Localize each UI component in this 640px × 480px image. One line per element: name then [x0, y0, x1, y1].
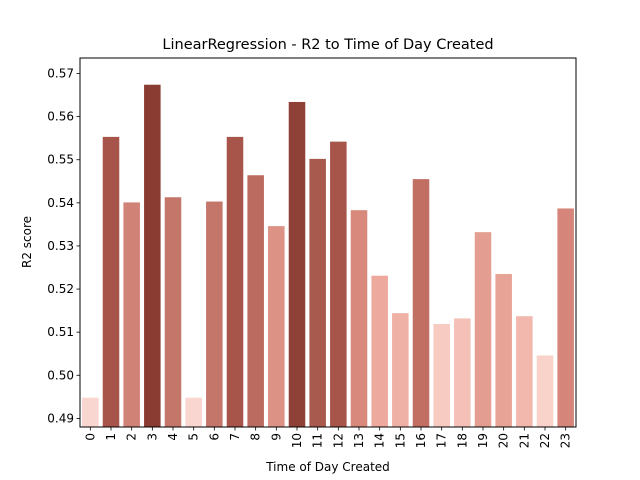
x-tick-label: 23: [559, 433, 573, 448]
x-tick-label: 5: [187, 433, 201, 441]
y-axis: 0.49 0.50 0.51 0.52 0.53 0.54 0.55 0.56 0.57: [47, 67, 80, 425]
bar-15: [392, 313, 409, 427]
bar-2: [123, 202, 140, 427]
y-axis-label: R2 score: [20, 216, 34, 268]
x-tick-label: 3: [145, 433, 159, 441]
bar-16: [412, 179, 430, 427]
x-tick-label: 11: [311, 433, 325, 448]
bar-23: [557, 208, 574, 427]
x-tick-label: 20: [497, 433, 511, 448]
bar-9: [268, 226, 285, 427]
x-tick-label: 12: [331, 433, 345, 448]
bar-7: [226, 136, 244, 427]
y-tick-label: 0.50: [47, 368, 74, 382]
x-tick-label: 7: [228, 433, 242, 441]
x-axis-label: Time of Day Created: [265, 460, 390, 474]
x-tick-label: 18: [455, 433, 469, 448]
y-tick-label: 0.53: [47, 239, 74, 253]
y-tick-label: 0.52: [47, 282, 74, 296]
bar-11: [309, 158, 326, 427]
chart-title: LinearRegression - R2 to Time of Day Cre…: [162, 37, 493, 53]
x-tick-label: 19: [476, 433, 490, 448]
bar-1: [102, 136, 120, 427]
x-tick-label: 8: [249, 433, 263, 441]
x-tick-label: 10: [290, 433, 304, 448]
x-tick-label: 15: [393, 433, 407, 448]
x-tick-label: 2: [125, 433, 139, 441]
bar-18: [454, 318, 471, 427]
y-tick-label: 0.49: [47, 411, 74, 425]
bar-5: [185, 397, 202, 427]
bar-12: [330, 141, 347, 427]
x-tick-label: 9: [269, 433, 283, 441]
bar-14: [371, 275, 388, 427]
bar-17: [433, 323, 450, 427]
x-tick-label: 17: [435, 433, 449, 448]
plot-frame: [79, 57, 577, 428]
y-tick-label: 0.57: [47, 67, 74, 81]
y-tick-label: 0.55: [47, 153, 74, 167]
y-tick-label: 0.54: [47, 196, 74, 210]
bars-group: [82, 84, 574, 428]
bar-6: [206, 201, 223, 427]
x-tick-label: 6: [207, 433, 221, 441]
bar-10: [288, 101, 306, 427]
x-tick-label: 4: [166, 433, 180, 441]
y-tick-label: 0.56: [47, 110, 74, 124]
bar-13: [350, 210, 368, 427]
x-axis: 0 1 2 3 4 5 6 7 8 9 10 11 12 13 14 15 16 17 18 19 20 21 22 23: [83, 427, 573, 448]
bar-0: [82, 397, 99, 427]
bar-19: [474, 232, 492, 427]
x-tick-label: 13: [352, 433, 366, 448]
x-tick-label: 21: [517, 433, 531, 448]
y-tick-label: 0.51: [47, 325, 74, 339]
x-tick-label: 22: [538, 433, 552, 448]
x-tick-label: 1: [104, 433, 118, 441]
bar-8: [247, 175, 264, 427]
bar-21: [516, 316, 533, 427]
bar-22: [536, 355, 554, 427]
bar-3: [144, 84, 161, 428]
x-tick-label: 16: [414, 433, 428, 448]
x-tick-label: 14: [373, 433, 387, 448]
x-tick-label: 0: [83, 433, 97, 441]
bar-20: [495, 273, 512, 427]
bar-4: [164, 197, 182, 427]
